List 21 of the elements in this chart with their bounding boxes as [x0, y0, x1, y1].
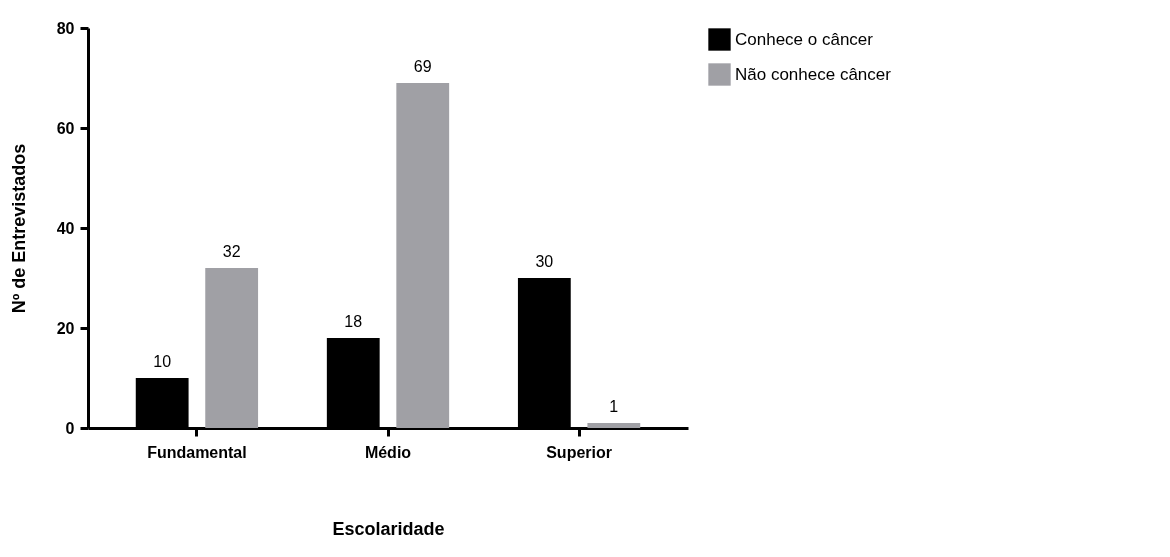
- data-label: 32: [222, 243, 241, 260]
- data-label: 30: [535, 253, 554, 270]
- data-label: 10: [153, 353, 172, 370]
- legend-label: Não conhece câncer: [735, 64, 892, 84]
- y-tick-label: 60: [56, 119, 75, 137]
- y-tick-label: 0: [65, 419, 75, 437]
- y-tick-label: 80: [56, 19, 75, 37]
- y-axis-title: Nº de Entrevistados: [8, 143, 29, 314]
- bar: [396, 83, 450, 428]
- data-label: 18: [344, 313, 363, 330]
- bar: [587, 423, 641, 428]
- legend-label: Conhece o câncer: [735, 29, 874, 49]
- data-label: 69: [413, 58, 432, 75]
- x-tick-label: Fundamental: [147, 443, 247, 461]
- x-tick-label: Médio: [364, 443, 412, 461]
- y-tick-label: 20: [56, 319, 75, 337]
- bar: [205, 268, 259, 428]
- data-label: 1: [609, 398, 619, 415]
- x-axis-title: Escolaridade: [332, 518, 445, 539]
- y-tick-label: 40: [56, 219, 75, 237]
- x-tick-label: Superior: [546, 443, 612, 461]
